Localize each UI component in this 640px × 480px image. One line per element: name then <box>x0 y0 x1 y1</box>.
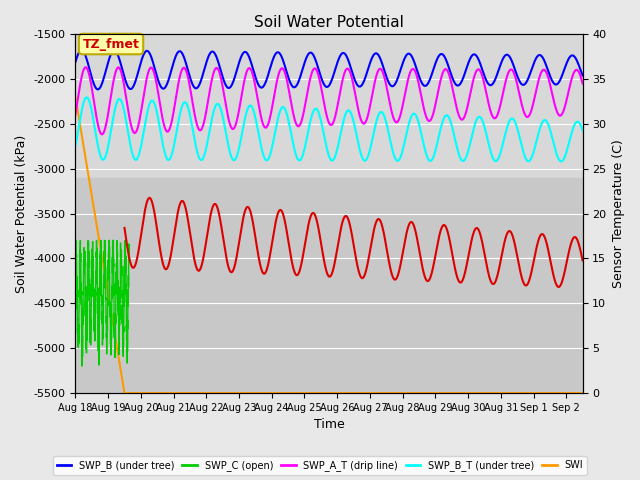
Y-axis label: Sensor Temperature (C): Sensor Temperature (C) <box>612 139 625 288</box>
Y-axis label: Soil Water Potential (kPa): Soil Water Potential (kPa) <box>15 134 28 293</box>
Bar <box>76 34 582 178</box>
Legend: SWP_B (under tree), SWP_C (open), SWP_A_T (drip line), SWP_B_T (under tree), SWI: SWP_B (under tree), SWP_C (open), SWP_A_… <box>53 456 587 475</box>
Bar <box>76 178 582 393</box>
Text: TZ_fmet: TZ_fmet <box>83 37 140 50</box>
X-axis label: Time: Time <box>314 419 344 432</box>
Title: Soil Water Potential: Soil Water Potential <box>254 15 404 30</box>
